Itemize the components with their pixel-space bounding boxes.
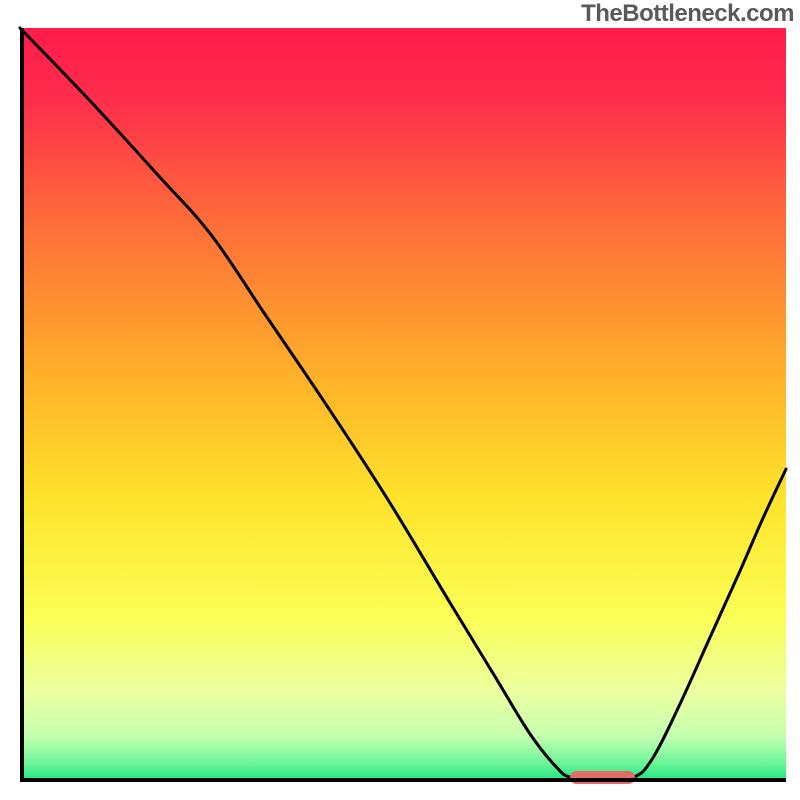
- watermark-text: TheBottleneck.com: [581, 0, 794, 28]
- curve-svg: [20, 28, 786, 782]
- plot-area: [20, 28, 786, 782]
- y-axis: [20, 28, 24, 782]
- bottleneck-curve: [20, 28, 786, 780]
- chart-container: TheBottleneck.com: [0, 0, 800, 800]
- x-axis: [20, 778, 786, 782]
